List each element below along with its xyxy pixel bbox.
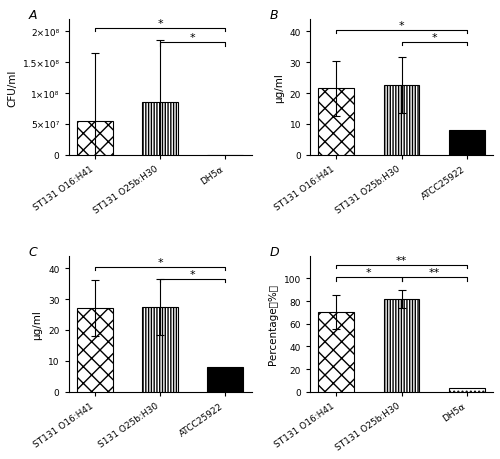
Text: B: B [270, 9, 278, 22]
Y-axis label: Percentage（%）: Percentage（%） [268, 284, 278, 364]
Bar [318, 89, 354, 156]
Bar [384, 86, 420, 156]
Text: *: * [190, 269, 196, 280]
Text: *: * [366, 268, 372, 278]
Text: **: ** [396, 255, 407, 265]
Bar [142, 103, 178, 156]
Text: *: * [157, 257, 163, 267]
Bar [142, 307, 178, 392]
Text: *: * [398, 21, 404, 31]
Bar [449, 131, 484, 156]
Text: A: A [28, 9, 37, 22]
Text: C: C [28, 246, 37, 258]
Y-axis label: μg/ml: μg/ml [32, 309, 42, 339]
Text: **: ** [428, 268, 440, 278]
Y-axis label: CFU/ml: CFU/ml [7, 69, 17, 106]
Bar [77, 308, 112, 392]
Bar [384, 299, 420, 392]
Y-axis label: μg/ml: μg/ml [274, 73, 284, 102]
Bar [318, 313, 354, 392]
Text: *: * [190, 33, 196, 43]
Bar [77, 122, 112, 156]
Text: *: * [432, 33, 437, 43]
Bar [208, 367, 243, 392]
Text: *: * [157, 19, 163, 29]
Bar [449, 388, 484, 392]
Text: D: D [270, 246, 280, 258]
